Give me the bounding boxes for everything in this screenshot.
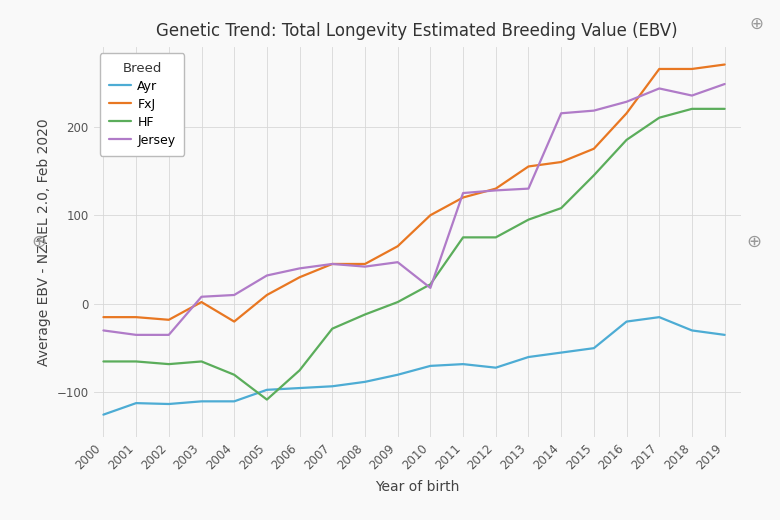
FxJ: [426, 212, 435, 218]
HF: [524, 216, 534, 223]
Jersey: [459, 190, 468, 196]
Ayr: [687, 327, 697, 333]
HF: [360, 311, 370, 318]
Ayr: [459, 361, 468, 367]
Jersey: [164, 332, 173, 338]
Y-axis label: Average EBV - NZAEL 2.0, Feb 2020: Average EBV - NZAEL 2.0, Feb 2020: [37, 118, 51, 366]
Jersey: [197, 294, 206, 300]
Jersey: [622, 99, 631, 105]
Jersey: [99, 327, 108, 333]
HF: [164, 361, 173, 367]
FxJ: [164, 317, 173, 323]
Ayr: [426, 363, 435, 369]
FxJ: [262, 292, 271, 298]
Jersey: [295, 265, 304, 271]
FxJ: [197, 299, 206, 305]
Jersey: [720, 81, 729, 87]
Text: ⊕: ⊕: [746, 233, 761, 251]
X-axis label: Year of birth: Year of birth: [375, 480, 459, 495]
FxJ: [720, 61, 729, 68]
FxJ: [131, 314, 140, 320]
FxJ: [328, 261, 337, 267]
Ayr: [99, 411, 108, 418]
FxJ: [295, 274, 304, 280]
FxJ: [556, 159, 566, 165]
Ayr: [262, 387, 271, 393]
Ayr: [524, 354, 534, 360]
Ayr: [720, 332, 729, 338]
HF: [229, 372, 239, 378]
FxJ: [622, 110, 631, 116]
Ayr: [622, 318, 631, 324]
Jersey: [589, 108, 598, 114]
Line: HF: HF: [104, 109, 725, 399]
Text: ⊕: ⊕: [750, 15, 764, 32]
Title: Genetic Trend: Total Longevity Estimated Breeding Value (EBV): Genetic Trend: Total Longevity Estimated…: [157, 22, 678, 40]
Ayr: [295, 385, 304, 391]
Jersey: [360, 264, 370, 270]
HF: [99, 358, 108, 365]
Text: ⊕: ⊕: [31, 233, 46, 251]
Jersey: [328, 261, 337, 267]
HF: [393, 299, 402, 305]
Jersey: [426, 285, 435, 291]
HF: [262, 396, 271, 402]
HF: [426, 281, 435, 288]
Jersey: [654, 85, 664, 92]
Jersey: [524, 186, 534, 192]
HF: [556, 205, 566, 211]
Jersey: [687, 93, 697, 99]
Line: Ayr: Ayr: [104, 317, 725, 414]
Jersey: [131, 332, 140, 338]
FxJ: [491, 186, 501, 192]
HF: [328, 326, 337, 332]
Line: Jersey: Jersey: [104, 84, 725, 335]
HF: [622, 137, 631, 143]
HF: [720, 106, 729, 112]
HF: [589, 172, 598, 178]
Ayr: [360, 379, 370, 385]
Ayr: [589, 345, 598, 352]
HF: [687, 106, 697, 112]
HF: [131, 358, 140, 365]
Ayr: [131, 400, 140, 406]
FxJ: [99, 314, 108, 320]
Jersey: [491, 187, 501, 193]
FxJ: [524, 163, 534, 170]
HF: [654, 114, 664, 121]
Ayr: [654, 314, 664, 320]
FxJ: [687, 66, 697, 72]
HF: [459, 234, 468, 240]
Line: FxJ: FxJ: [104, 64, 725, 321]
Jersey: [262, 272, 271, 279]
Ayr: [328, 383, 337, 389]
Legend: Ayr, FxJ, HF, Jersey: Ayr, FxJ, HF, Jersey: [100, 53, 184, 155]
Jersey: [556, 110, 566, 116]
Ayr: [393, 372, 402, 378]
HF: [295, 367, 304, 373]
Ayr: [491, 365, 501, 371]
HF: [197, 358, 206, 365]
Jersey: [393, 259, 402, 265]
HF: [491, 234, 501, 240]
Ayr: [556, 349, 566, 356]
FxJ: [589, 146, 598, 152]
FxJ: [360, 261, 370, 267]
Ayr: [229, 398, 239, 405]
Ayr: [164, 401, 173, 407]
FxJ: [459, 194, 468, 201]
FxJ: [654, 66, 664, 72]
FxJ: [229, 318, 239, 324]
Ayr: [197, 398, 206, 405]
FxJ: [393, 243, 402, 250]
Jersey: [229, 292, 239, 298]
